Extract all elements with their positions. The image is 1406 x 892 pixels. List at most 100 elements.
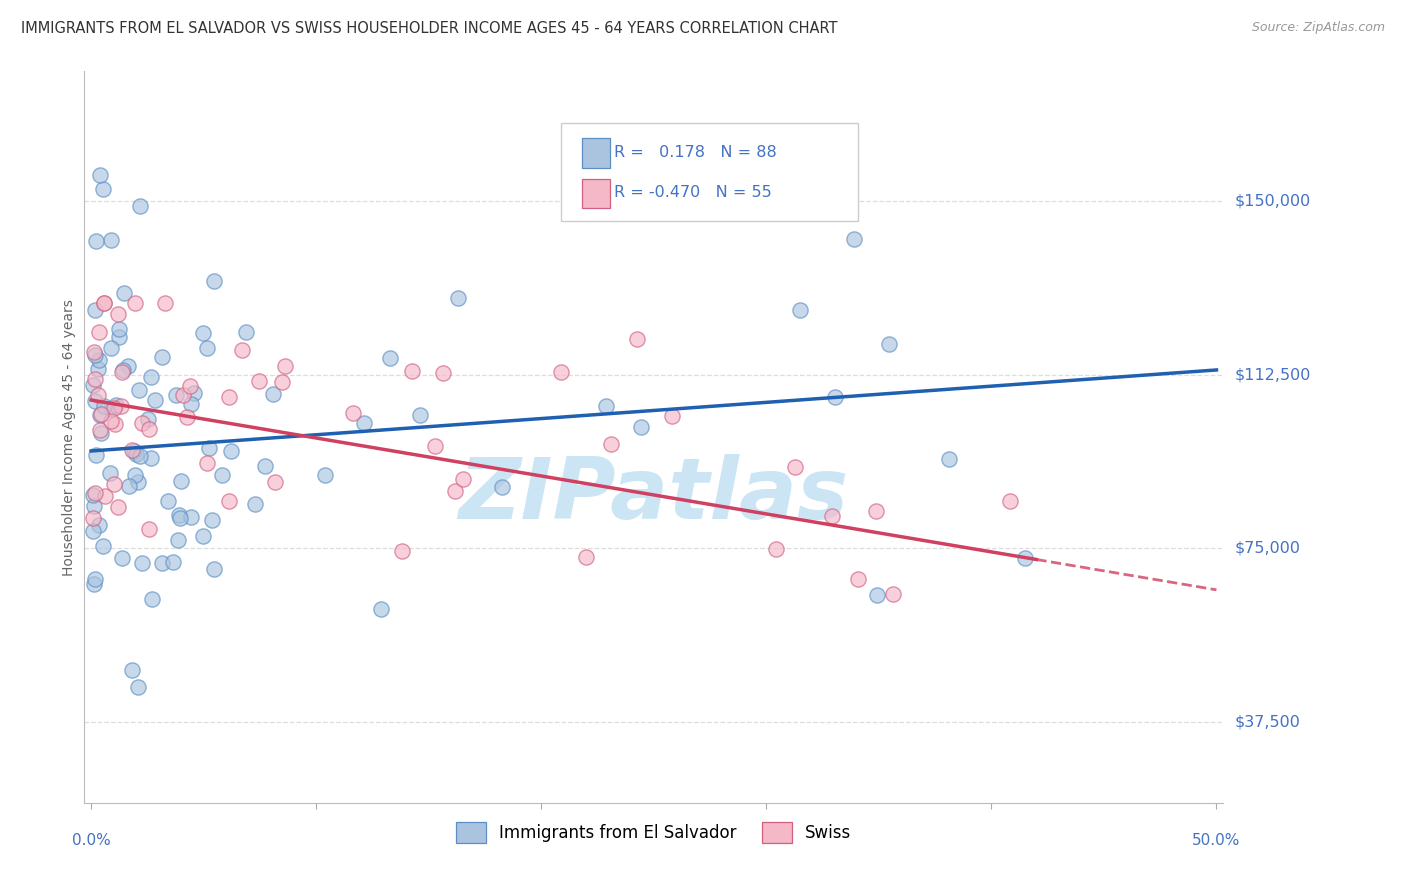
Text: 50.0%: 50.0% [1192, 833, 1240, 848]
Point [84, 234, 107, 248]
Point [100, 341, 122, 355]
Point [82, 378, 104, 392]
Point [391, 544, 413, 558]
Point [108, 322, 131, 336]
Point [89, 326, 111, 340]
Point [162, 555, 184, 569]
Point [314, 468, 336, 483]
Text: 0.0%: 0.0% [72, 833, 111, 848]
Point [82, 487, 104, 501]
Point [380, 351, 402, 366]
Point [172, 388, 194, 402]
Point [104, 417, 127, 431]
Point [138, 522, 160, 536]
Point [131, 416, 153, 430]
Point [127, 475, 149, 489]
Point [211, 468, 233, 483]
Text: $150,000: $150,000 [1234, 194, 1310, 209]
Point [83, 302, 105, 317]
Text: $37,500: $37,500 [1234, 714, 1301, 730]
Point [575, 549, 598, 564]
Point [167, 508, 190, 522]
Point [84, 348, 107, 362]
Point [131, 556, 153, 570]
Point [271, 375, 294, 389]
Point [630, 420, 652, 434]
Point [183, 386, 205, 401]
Point [100, 413, 122, 427]
Point [103, 477, 125, 491]
Point [143, 392, 166, 407]
Point [89, 517, 111, 532]
Point [451, 472, 474, 486]
Point [865, 504, 887, 518]
Point [93, 295, 115, 310]
Point [176, 410, 198, 425]
Point [202, 562, 225, 576]
Point [765, 542, 787, 557]
Point [491, 480, 513, 494]
Point [110, 400, 132, 414]
Point [180, 397, 202, 411]
Point [83, 344, 105, 359]
Point [100, 233, 122, 247]
Point [93, 489, 115, 503]
Point [87, 362, 110, 376]
Point [128, 449, 150, 463]
Point [87, 388, 110, 402]
Point [626, 332, 648, 346]
Point [661, 409, 683, 423]
Point [111, 364, 134, 378]
Point [84, 486, 107, 500]
Point [128, 384, 150, 398]
Point [156, 494, 179, 508]
Legend: Immigrants from El Salvador, Swiss: Immigrants from El Salvador, Swiss [450, 815, 858, 849]
Point [247, 374, 270, 388]
Point [112, 285, 135, 300]
Point [167, 533, 190, 547]
Point [877, 336, 900, 351]
Point [84, 394, 107, 409]
Point [401, 364, 423, 378]
Point [193, 326, 215, 340]
Point [165, 388, 187, 402]
Point [353, 416, 375, 430]
Point [107, 307, 129, 321]
Point [253, 459, 276, 474]
Point [107, 500, 129, 515]
Point [446, 291, 468, 305]
Point [105, 398, 128, 412]
Y-axis label: Householder Income Ages 45 - 64 years: Householder Income Ages 45 - 64 years [62, 299, 76, 575]
Point [89, 423, 111, 437]
Point [1014, 550, 1036, 565]
Text: R =   0.178   N = 88: R = 0.178 N = 88 [614, 145, 778, 161]
Point [124, 295, 146, 310]
Point [129, 199, 152, 213]
Point [408, 408, 430, 422]
Point [141, 592, 163, 607]
Point [789, 303, 811, 318]
Point [87, 352, 110, 367]
Point [141, 451, 163, 466]
Point [139, 370, 162, 384]
Point [117, 359, 139, 374]
Point [110, 551, 132, 566]
Point [218, 390, 240, 404]
Point [191, 529, 214, 543]
Point [264, 475, 287, 490]
Point [170, 474, 193, 488]
Point [824, 391, 846, 405]
Point [370, 602, 392, 616]
Point [83, 577, 105, 591]
Point [235, 326, 257, 340]
Point [83, 372, 105, 386]
Point [274, 359, 297, 374]
Point [218, 494, 240, 508]
Point [443, 483, 465, 498]
Point [82, 524, 104, 538]
Text: Source: ZipAtlas.com: Source: ZipAtlas.com [1251, 21, 1385, 34]
Point [125, 446, 148, 460]
Point [219, 444, 242, 458]
Point [432, 367, 454, 381]
Text: IMMIGRANTS FROM EL SALVADOR VS SWISS HOUSEHOLDER INCOME AGES 45 - 64 YEARS CORRE: IMMIGRANTS FROM EL SALVADOR VS SWISS HOU… [21, 21, 838, 36]
